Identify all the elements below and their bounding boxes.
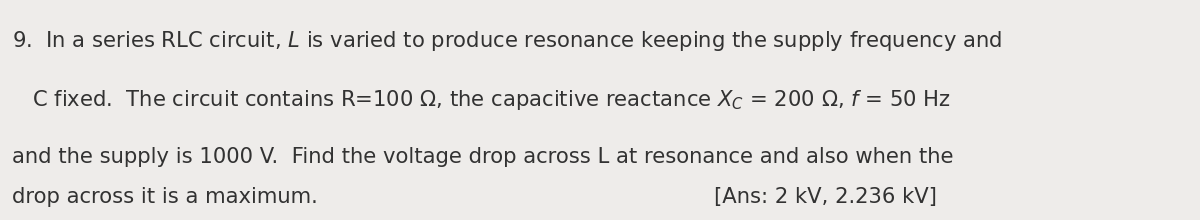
Text: [Ans: 2 kV, 2.236 kV]: [Ans: 2 kV, 2.236 kV] bbox=[714, 187, 937, 207]
Text: drop across it is a maximum.: drop across it is a maximum. bbox=[12, 187, 318, 207]
Text: C fixed.  The circuit contains R=100 Ω, the capacitive reactance $X_C$ = 200 Ω, : C fixed. The circuit contains R=100 Ω, t… bbox=[12, 88, 950, 112]
Text: 9.  In a series RLC circuit, $L$ is varied to produce resonance keeping the supp: 9. In a series RLC circuit, $L$ is varie… bbox=[12, 29, 1002, 53]
Text: and the supply is 1000 V.  Find the voltage drop across L at resonance and also : and the supply is 1000 V. Find the volta… bbox=[12, 147, 954, 167]
